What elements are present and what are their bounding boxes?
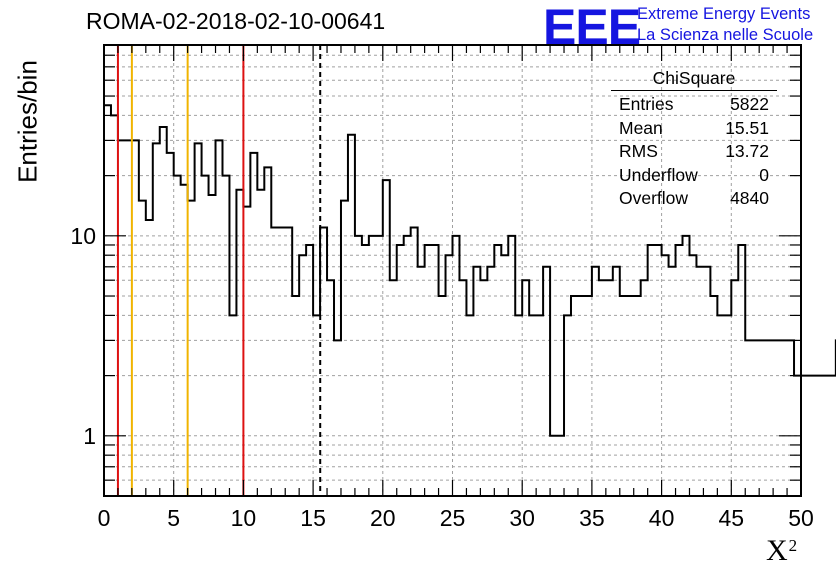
y-axis-label: Entries/bin [12, 60, 43, 183]
x-axis-label-base: X [766, 534, 788, 567]
x-axis-label: X2 [766, 534, 797, 568]
stats-label: Mean [619, 117, 663, 138]
stats-row-underflow: Underflow 0 [611, 164, 777, 188]
logo-caption-line2: La Scienza nelle Scuole [637, 26, 814, 44]
chart-title: ROMA-02-2018-02-10-00641 [86, 8, 386, 34]
x-tick-label: 5 [167, 505, 180, 531]
x-tick-label: 0 [98, 505, 111, 531]
stats-label: RMS [619, 141, 658, 161]
stats-value: 0 [759, 164, 769, 185]
stats-label: Overflow [619, 188, 689, 208]
stats-label: Underflow [619, 164, 698, 185]
y-tick-label: 1 [83, 423, 96, 449]
stats-value: 5822 [730, 94, 769, 114]
x-tick-label: 15 [300, 505, 326, 531]
stats-title: ChiSquare [611, 68, 777, 91]
y-axis-label-box: Entries/bin [8, 56, 48, 196]
x-tick-label: 40 [649, 505, 675, 531]
x-axis-label-superscript: 2 [788, 536, 798, 555]
x-tick-label: 35 [579, 505, 605, 531]
logo-caption: Extreme Energy Events La Scienza nelle S… [637, 4, 813, 46]
stats-row-entries: Entries 5822 [611, 93, 777, 117]
eee-logo: EEE [543, 0, 641, 55]
stats-value: 4840 [730, 188, 769, 208]
stats-label: Entries [619, 94, 674, 114]
stats-value: 15.51 [725, 117, 769, 138]
stats-value: 13.72 [725, 141, 769, 161]
x-tick-label: 50 [788, 505, 814, 531]
x-tick-label: 25 [440, 505, 466, 531]
stats-row-rms: RMS 13.72 [611, 140, 777, 164]
histogram-series [104, 104, 836, 437]
x-tick-label: 20 [370, 505, 396, 531]
stats-row-mean: Mean 15.51 [611, 117, 777, 141]
x-tick-label: 30 [509, 505, 535, 531]
stats-box: ChiSquare Entries 5822 Mean 15.51 RMS 13… [611, 68, 777, 211]
y-tick-label: 10 [70, 223, 96, 249]
x-tick-label: 10 [231, 505, 257, 531]
x-tick-label: 45 [719, 505, 745, 531]
stats-row-overflow: Overflow 4840 [611, 187, 777, 211]
logo-caption-line1: Extreme Energy Events [637, 5, 811, 23]
